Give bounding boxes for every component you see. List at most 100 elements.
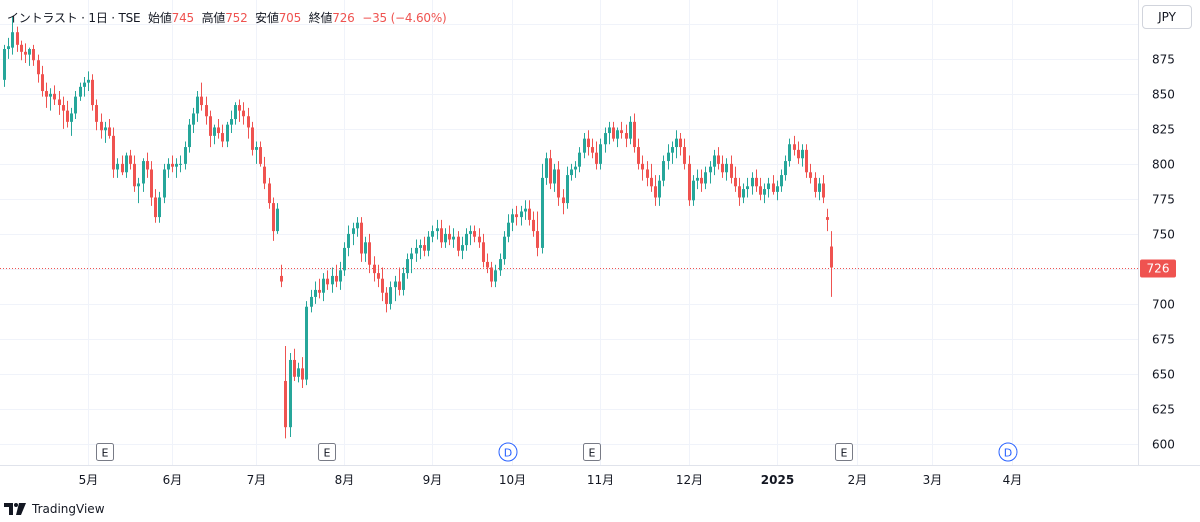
candle <box>574 161 577 178</box>
candle <box>730 155 733 184</box>
time-tick-label: 6月 <box>163 473 183 487</box>
candle <box>814 172 817 198</box>
candle <box>431 225 434 243</box>
candle <box>70 107 73 136</box>
open-label: 始値 <box>148 11 172 25</box>
ohlc-legend: イントラスト · 1日 · TSE 始値745 高値752 安値705 終値72… <box>7 9 447 26</box>
candle <box>137 177 140 204</box>
price-tick-label: 800 <box>1152 158 1175 172</box>
price-axis[interactable]: 900875850825800775750700675650625600 <box>1152 18 1175 452</box>
candle <box>436 219 439 240</box>
price-tick-label: 875 <box>1152 53 1175 67</box>
earnings-event-marker[interactable]: E <box>318 443 336 461</box>
candle <box>402 267 405 296</box>
candle <box>788 138 791 167</box>
candle <box>331 267 334 293</box>
candle <box>297 362 300 383</box>
svg-text:E: E <box>589 447 596 460</box>
earnings-event-marker[interactable]: E <box>835 443 853 461</box>
price-chart[interactable]: E E D E E D 900875850825800775750700675650625… <box>0 0 1200 495</box>
candle <box>524 200 527 220</box>
candle <box>562 189 565 215</box>
candle <box>171 155 174 173</box>
candle <box>499 253 502 276</box>
candle <box>696 169 699 190</box>
candle <box>154 189 157 223</box>
candle <box>205 96 208 125</box>
candle <box>419 239 422 260</box>
candle <box>751 172 754 195</box>
candle <box>772 175 775 195</box>
candle <box>532 211 535 237</box>
grid <box>0 0 1138 465</box>
candle <box>557 161 560 206</box>
candle <box>37 54 40 83</box>
candle <box>289 352 292 437</box>
candle <box>587 130 590 156</box>
symbol-title[interactable]: イントラスト · 1日 · TSE <box>7 11 141 25</box>
currency-button[interactable]: JPY <box>1142 5 1192 29</box>
candle <box>486 253 489 274</box>
candle <box>608 121 611 145</box>
candle <box>251 121 254 156</box>
candle <box>503 231 506 265</box>
candle <box>347 225 350 257</box>
candle <box>520 205 523 226</box>
time-tick-label: 11月 <box>587 473 614 487</box>
candle <box>184 141 187 170</box>
candle <box>58 91 61 115</box>
high-label: 高値 <box>201 11 226 25</box>
candle <box>326 270 329 290</box>
candle <box>104 121 107 143</box>
last-price-value: 726 <box>1147 262 1170 276</box>
tradingview-logo[interactable]: TradingView <box>4 502 105 516</box>
candle <box>314 281 317 304</box>
candle <box>541 163 544 254</box>
candle <box>352 222 355 246</box>
candle <box>511 208 514 232</box>
candle <box>196 91 199 122</box>
candle <box>452 228 455 248</box>
candle <box>692 175 695 206</box>
candle <box>805 144 808 178</box>
candles <box>3 16 833 439</box>
candle <box>188 119 191 153</box>
candle <box>641 155 644 181</box>
earnings-event-marker[interactable]: E <box>96 443 114 461</box>
candle <box>133 155 136 192</box>
time-tick-label: 4月 <box>1003 473 1023 487</box>
candle <box>566 166 569 209</box>
price-tick-label: 650 <box>1152 368 1175 382</box>
svg-text:E: E <box>324 447 331 460</box>
candle <box>87 71 90 92</box>
time-axis[interactable]: 5月 6月 7月 8月 9月 10月 11月 12月 2025 2月 3月 4月 <box>79 473 1023 487</box>
candle <box>763 183 766 204</box>
candle <box>217 119 220 139</box>
candle <box>53 85 56 106</box>
candle <box>746 177 749 198</box>
close-label: 終値 <box>308 11 333 25</box>
dividend-event-marker[interactable]: D <box>998 442 1018 462</box>
candle <box>49 88 52 111</box>
dividend-event-marker[interactable]: D <box>498 442 518 462</box>
candle <box>818 177 821 201</box>
time-tick-label: 2月 <box>848 473 868 487</box>
candle <box>146 152 149 178</box>
candle <box>238 99 241 122</box>
candle <box>360 217 363 262</box>
candle <box>465 228 468 251</box>
time-tick-label: 5月 <box>79 473 99 487</box>
candle <box>469 225 472 246</box>
candle <box>549 149 552 190</box>
candle <box>780 169 783 192</box>
time-tick-label: 12月 <box>676 473 703 487</box>
candle <box>461 236 464 260</box>
candle <box>654 175 657 206</box>
candle <box>83 77 86 97</box>
svg-text:D: D <box>1004 447 1012 460</box>
candle <box>536 211 539 257</box>
candle <box>280 264 283 288</box>
candle <box>356 217 359 237</box>
earnings-event-marker[interactable]: E <box>583 443 601 461</box>
